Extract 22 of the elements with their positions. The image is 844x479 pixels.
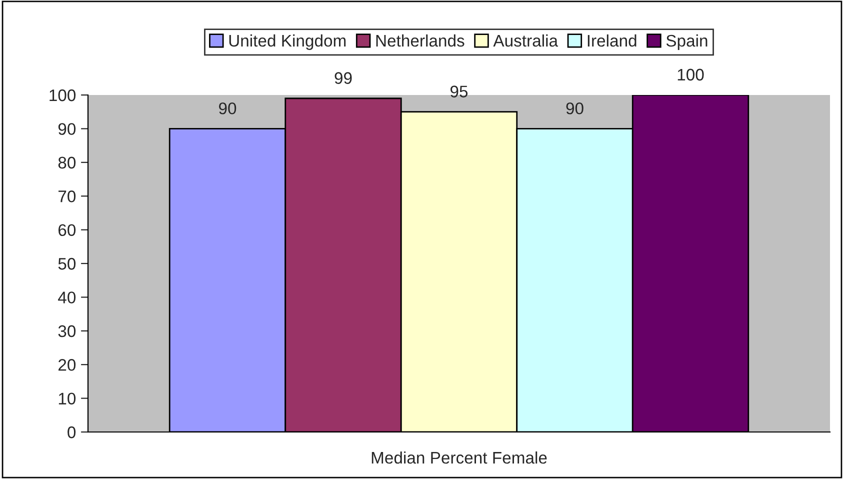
data-label: 100 [678, 68, 704, 81]
y-tick-label: 10 [58, 392, 76, 405]
data-label: 95 [450, 86, 468, 98]
y-tick-label: 40 [58, 292, 76, 304]
data-label: 99 [334, 72, 352, 84]
y-tick-label: 60 [58, 224, 76, 236]
y-tick-label: 90 [58, 123, 76, 135]
y-tick-label: 50 [58, 258, 76, 270]
y-tick-label: 20 [58, 359, 76, 371]
data-label: 90 [219, 102, 236, 114]
x-tick-label: Median Percent Female [372, 451, 547, 464]
data-label: 90 [566, 102, 584, 114]
y-tick-label: 70 [58, 190, 76, 202]
legend-label: Spain [666, 34, 708, 50]
legend-label: Ireland [588, 34, 636, 47]
y-tick-label: 30 [58, 325, 76, 338]
legend-label: Netherlands [376, 34, 464, 47]
legend-label: Australia [493, 34, 558, 47]
y-tick-label: 0 [68, 426, 76, 438]
legend-label: United Kingdom [229, 34, 346, 50]
y-tick-label: 80 [58, 156, 76, 169]
y-tick-label: 100 [50, 89, 76, 102]
